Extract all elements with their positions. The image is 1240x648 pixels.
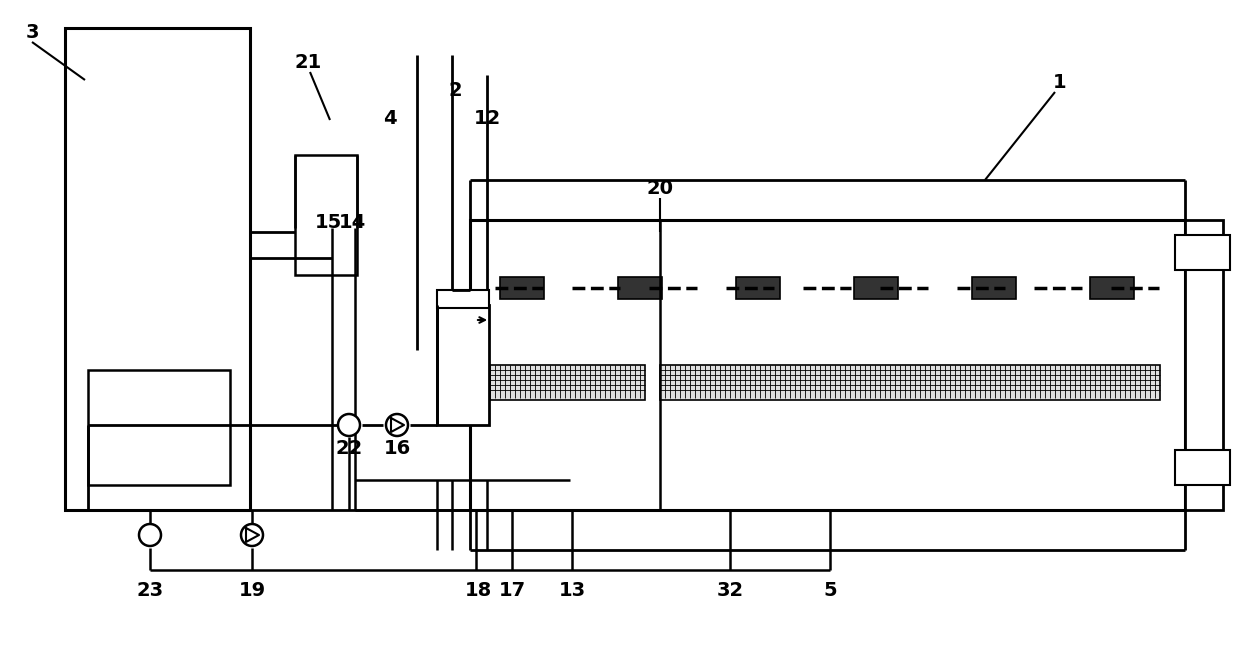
Bar: [972, 277, 1016, 299]
Text: 23: 23: [136, 581, 164, 599]
Bar: [436, 290, 489, 308]
Text: 1: 1: [1053, 73, 1066, 91]
Text: 5: 5: [823, 581, 837, 599]
Text: 19: 19: [238, 581, 265, 599]
Bar: [295, 155, 357, 275]
Bar: [660, 365, 1159, 400]
Circle shape: [139, 524, 161, 546]
Text: 2: 2: [448, 80, 461, 100]
Bar: [470, 220, 1185, 510]
Text: 18: 18: [464, 581, 491, 599]
Text: 22: 22: [335, 439, 362, 457]
Bar: [1090, 277, 1135, 299]
Text: 3: 3: [25, 23, 38, 41]
Circle shape: [339, 414, 360, 436]
Bar: [1185, 220, 1223, 510]
Bar: [500, 277, 544, 299]
Bar: [1176, 450, 1230, 485]
Text: 16: 16: [383, 439, 410, 457]
Bar: [1176, 235, 1230, 270]
Bar: [88, 370, 229, 485]
Bar: [854, 277, 898, 299]
Text: 14: 14: [339, 213, 366, 231]
Bar: [618, 277, 662, 299]
Text: 32: 32: [717, 581, 744, 599]
Text: 20: 20: [646, 178, 673, 198]
Bar: [436, 305, 489, 425]
Text: 21: 21: [294, 52, 321, 71]
Bar: [737, 277, 780, 299]
Bar: [490, 365, 645, 400]
Bar: [64, 28, 250, 510]
Circle shape: [241, 524, 263, 546]
Text: 13: 13: [558, 581, 585, 599]
Text: 12: 12: [474, 108, 501, 128]
Text: 15: 15: [315, 213, 342, 231]
Circle shape: [386, 414, 408, 436]
Text: 17: 17: [498, 581, 526, 599]
Text: 4: 4: [383, 108, 397, 128]
